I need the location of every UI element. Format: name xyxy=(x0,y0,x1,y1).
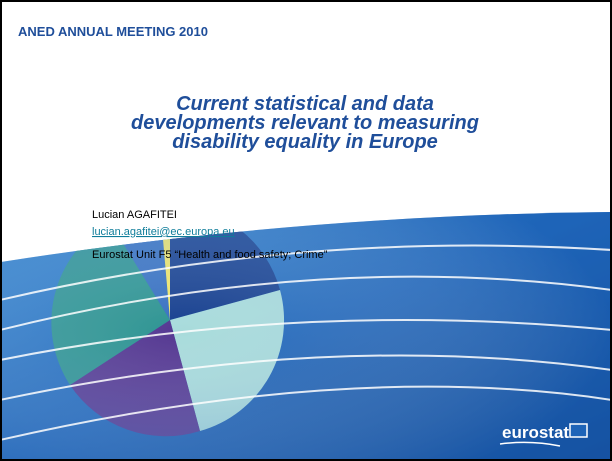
slide-title: disability equality in Europe xyxy=(172,131,438,153)
author: Lucian AGAFITEI xyxy=(92,209,177,221)
meeting-title: ANED ANNUAL MEETING 2010 xyxy=(18,24,208,39)
unit: Eurostat Unit F5 “Health and food safety… xyxy=(92,249,328,261)
logo-flag xyxy=(570,424,587,437)
email[interactable]: lucian.agafitei@ec.europa.eu xyxy=(92,226,235,238)
logo-text: eurostat xyxy=(502,423,569,442)
slide: ANED ANNUAL MEETING 2010 Current statist… xyxy=(0,0,612,461)
